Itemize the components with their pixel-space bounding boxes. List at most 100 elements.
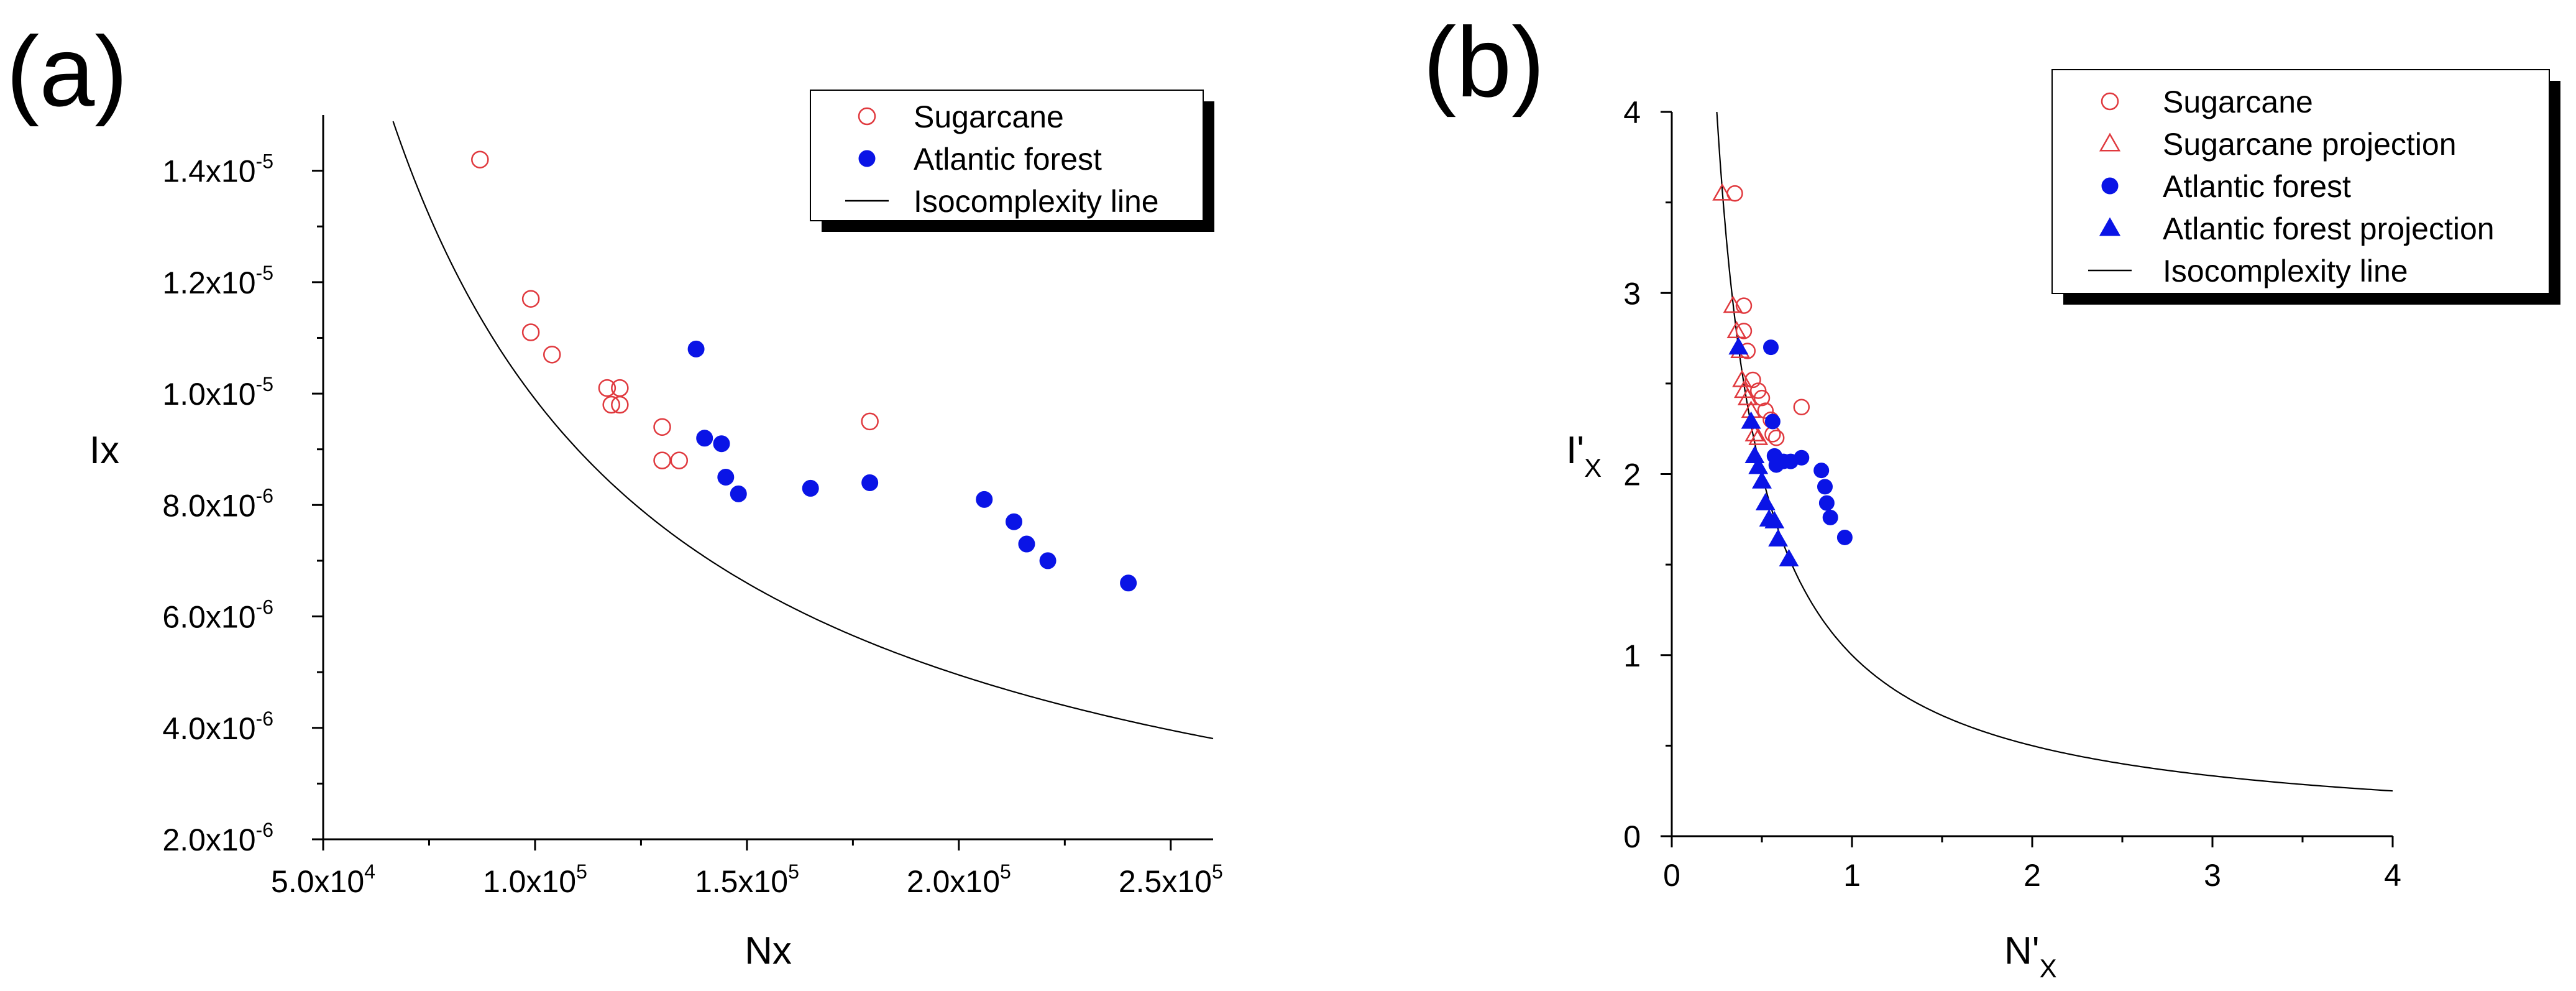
panel-a-point-sugarcane — [611, 395, 629, 414]
panel-a-point-atlantic-forest — [713, 435, 730, 453]
panel-b-x-tick-label: 0 — [1663, 858, 1680, 893]
panel-a-point-sugarcane — [611, 379, 629, 397]
panel-b-point-atlantic-forest — [1822, 509, 1838, 525]
panel-b-y-axis-title-sub: X — [1584, 453, 1602, 482]
panel-a-x-tick-label: 2.0x105 — [907, 860, 1011, 899]
panel-b-legend-marker — [2099, 132, 2121, 152]
panel-a-point-sugarcane — [521, 290, 540, 308]
panel-a-legend-marker — [858, 150, 876, 167]
panel-b-y-tick-label: 1 — [1623, 638, 1641, 673]
panel-b-point-sugarcane-projection — [1723, 295, 1743, 313]
panel-a-point-atlantic-forest — [717, 469, 735, 486]
panel-b-y-tick-label: 4 — [1623, 95, 1641, 130]
panel-a-point-atlantic-forest — [861, 474, 879, 491]
panel-b-point-sugarcane — [1735, 297, 1753, 314]
panel-a-point-sugarcane — [653, 418, 671, 436]
panel-a-y-tick-label: 2.0x10-6 — [162, 819, 273, 857]
panel-b-point-atlantic-forest-projection — [1764, 510, 1785, 528]
panel-b-point-sugarcane-projection — [1744, 424, 1765, 442]
panel-b-legend: Sugarcane Sugarcane projection Atlantic fo… — [2051, 69, 2560, 305]
panel-b-point-sugarcane — [1793, 399, 1810, 415]
panel-a-y-tick-label: 1.0x10-5 — [162, 373, 273, 412]
panel-b-point-atlantic-forest — [1817, 479, 1833, 495]
panel-a-point-sugarcane — [861, 412, 879, 431]
panel-b-x-tick-label: 1 — [1843, 858, 1861, 893]
panel-b-point-sugarcane — [1767, 430, 1785, 446]
panel-b-y-tick-label: 3 — [1623, 276, 1641, 311]
panel-b-y-tick-label: 2 — [1623, 458, 1641, 492]
panel-b-legend-box — [2051, 69, 2550, 294]
panel-a-y-tick-label: 1.4x10-5 — [162, 150, 273, 189]
panel-b-point-atlantic-forest-projection — [1768, 529, 1789, 546]
panel-b-x-tick-label: 4 — [2384, 858, 2401, 893]
panel-a-x-tick-label: 1.5x105 — [695, 860, 799, 899]
panel-b-legend-label: Atlantic forest — [2163, 169, 2351, 204]
panel-b-point-atlantic-forest-projection — [1779, 549, 1799, 566]
panel-a-point-sugarcane — [602, 395, 620, 414]
panel-a-y-axis-title: Ix — [89, 429, 119, 472]
panel-b-point-sugarcane-projection — [1737, 387, 1758, 405]
panel-a-point-sugarcane — [543, 346, 561, 364]
panel-b-point-sugarcane-projection — [1712, 183, 1733, 201]
panel-a-point-sugarcane — [521, 323, 540, 341]
panel-a-point-sugarcane — [670, 451, 689, 469]
panel-b-point-sugarcane — [1735, 323, 1753, 339]
panel-b-point-atlantic-forest-projection — [1752, 471, 1772, 489]
panel-b-x-tick-label: 2 — [2024, 858, 2041, 893]
panel-b-legend-marker — [2101, 177, 2119, 195]
panel-b-point-atlantic-forest — [1836, 529, 1853, 545]
panel-a-point-atlantic-forest — [802, 479, 819, 497]
panel-a-legend-marker — [858, 107, 876, 126]
panel-a-legend-label: Atlantic forest — [914, 142, 1102, 177]
panel-a-label: (a) — [6, 16, 128, 127]
panel-a: (a) 5.0x104 1.0x105 1.5x105 2.0x105 2.5x105 … — [6, 16, 1223, 972]
panel-a-legend-label: Sugarcane — [914, 99, 1064, 134]
panel-b-y-tick-label: 0 — [1623, 819, 1641, 854]
panel-a-x-tick-label: 5.0x104 — [271, 860, 375, 899]
panel-a-isocomplexity-line — [392, 121, 1214, 740]
panel-b-point-sugarcane-projection — [1748, 427, 1769, 445]
panel-a-x-tick-label: 1.0x105 — [483, 860, 587, 899]
panel-a-point-sugarcane — [471, 150, 489, 168]
panel-a-point-sugarcane — [598, 379, 616, 397]
panel-a-y-tick-label: 6.0x10-6 — [162, 596, 273, 635]
panel-b-point-sugarcane — [1757, 402, 1774, 419]
panel-b-y-axis-title: I'X — [1566, 429, 1602, 482]
panel-b-point-atlantic-forest-projection — [1755, 492, 1776, 510]
panel-b-point-atlantic-forest-projection — [1748, 456, 1769, 474]
panel-b-point-atlantic-forest — [1794, 449, 1810, 466]
panel-b-point-sugarcane — [1753, 389, 1771, 407]
panel-a-point-atlantic-forest — [1018, 535, 1035, 553]
panel-a-legend-box — [810, 90, 1204, 221]
panel-b-label: (b) — [1423, 6, 1545, 118]
panel-a-point-atlantic-forest — [1039, 552, 1057, 569]
panel-b-point-atlantic-forest-projection — [1728, 337, 1749, 355]
panel-b-point-atlantic-forest — [1763, 339, 1779, 356]
panel-b-point-atlantic-forest-projection — [1741, 411, 1761, 429]
panel-b-isocomplexity-line — [1716, 111, 2393, 792]
panel-b-point-atlantic-forest-projection — [1744, 446, 1765, 463]
panel-a-point-atlantic-forest — [696, 430, 713, 447]
panel-b-legend-marker — [2101, 92, 2119, 111]
panel-b-legend-label: Sugarcane — [2163, 85, 2313, 119]
panel-b-point-atlantic-forest — [1764, 413, 1781, 430]
panel-a-y-tick-label: 4.0x10-6 — [162, 708, 273, 746]
panel-b-x-axis-title-main: N' — [2004, 929, 2040, 972]
panel-b-legend-marker — [2099, 217, 2121, 236]
panel-a-legend: Sugarcane Atlantic forest Isocomplexity li… — [810, 90, 1214, 232]
panel-b-legend-label: Sugarcane projection — [2163, 127, 2457, 162]
panel-b-point-sugarcane-projection — [1726, 321, 1747, 339]
panel-b-legend-label: Atlantic forest projection — [2163, 211, 2495, 246]
panel-a-point-sugarcane — [653, 451, 671, 469]
panel-b-legend-label: Isocomplexity line — [2163, 254, 2408, 288]
panel-a-y-tick-label: 1.2x10-5 — [162, 262, 273, 300]
panel-a-point-atlantic-forest — [1006, 513, 1023, 530]
panel-a-legend-label: Isocomplexity line — [914, 184, 1159, 219]
panel-a-point-atlantic-forest — [730, 485, 747, 502]
panel-b-point-atlantic-forest — [1818, 495, 1835, 511]
panel-a-point-atlantic-forest — [976, 491, 993, 508]
panel-b-point-atlantic-forest — [1813, 463, 1830, 479]
panel-b-point-sugarcane — [1744, 371, 1761, 389]
